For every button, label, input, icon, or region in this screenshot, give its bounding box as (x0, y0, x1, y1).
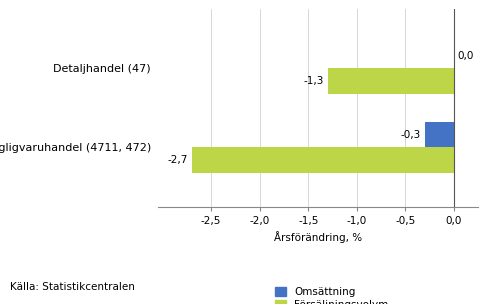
Bar (192, 147, 454, 173)
Text: 0,0: 0,0 (458, 51, 474, 61)
Text: Källa: Statistikcentralen: Källa: Statistikcentralen (10, 282, 135, 292)
Text: -1,3: -1,3 (303, 76, 324, 86)
Text: -0,3: -0,3 (401, 130, 421, 140)
Legend: Omsättning, Försäljningsvolym: Omsättning, Försäljningsvolym (275, 287, 388, 304)
Bar (328, 68, 454, 94)
X-axis label: Årsförändring, %: Årsförändring, % (274, 231, 362, 243)
Text: -2,7: -2,7 (168, 155, 188, 165)
Bar (425, 122, 454, 147)
